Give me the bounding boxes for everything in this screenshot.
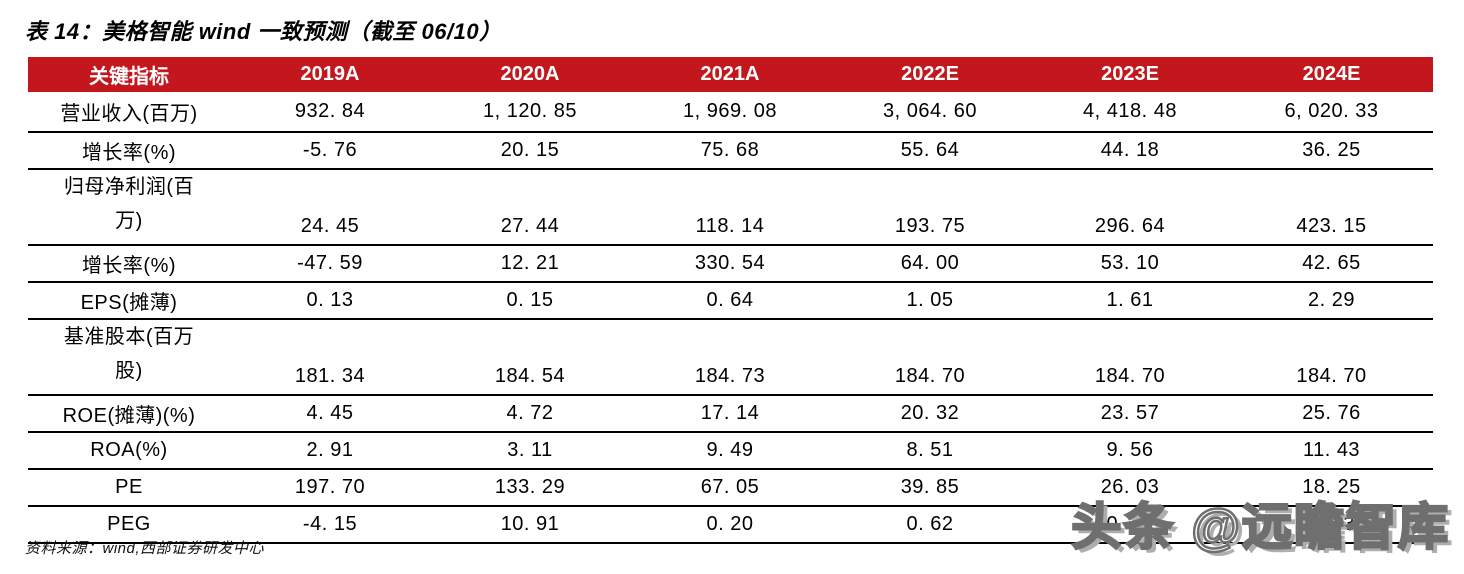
watermark-logo: 头条 @远瞻智库: [1070, 498, 1450, 557]
cell-value: 20. 32: [900, 402, 960, 424]
cell-value: 36. 25: [1302, 139, 1361, 161]
table-row-revenue: 营业收入(百万) 932. 84 1, 120. 85 1, 969. 08 3…: [28, 92, 1433, 132]
cell-value: 75. 68: [700, 139, 760, 161]
column-header-2021a: 2021A: [630, 57, 830, 92]
cell-value: -5. 76: [302, 139, 358, 161]
cell-value: 1. 05: [906, 289, 954, 311]
cell-value: 4, 418. 48: [1083, 100, 1177, 122]
cell-value: 11. 43: [1302, 439, 1361, 461]
cell-value: -4. 15: [302, 513, 358, 535]
row-label: 增长率(%): [81, 255, 177, 277]
cell-value: 0. 43: [1308, 513, 1355, 535]
cell-value: 181. 34: [294, 365, 366, 387]
row-label: 营业收入(百万): [60, 103, 198, 125]
cell-value: 0. 15: [506, 289, 554, 311]
cell-value: 184. 70: [1094, 365, 1166, 387]
table-row-pe: PE 197. 70 133. 29 67. 05 39. 85 26. 03 …: [28, 469, 1433, 506]
cell-value: 2. 29: [1308, 289, 1355, 311]
table-row-roa: ROA(%) 2. 91 3. 11 9. 49 8. 51 9. 56 11.…: [28, 432, 1433, 469]
cell-value: 42. 65: [1302, 252, 1361, 274]
row-label: EPS(摊薄): [80, 292, 178, 314]
cell-value: 64. 00: [900, 252, 960, 274]
column-header-metric: 关键指标: [28, 57, 230, 92]
table-row-net-profit: 归母净利润(百 万) 24. 45 27. 44 118. 14 193. 75…: [28, 169, 1433, 245]
cell-value: 27. 44: [500, 215, 560, 237]
cell-value: 4. 45: [306, 402, 354, 424]
cell-value: 0. 64: [706, 289, 754, 311]
cell-value: 18. 25: [1302, 476, 1361, 498]
cell-value: 3. 11: [507, 439, 553, 461]
cell-value: 1, 969. 08: [683, 100, 777, 122]
cell-value: 2. 91: [306, 439, 354, 461]
column-header-2022e: 2022E: [830, 57, 1030, 92]
cell-value: 6, 020. 33: [1284, 100, 1379, 122]
cell-value: 53. 10: [1100, 252, 1160, 274]
cell-value: 23. 57: [1100, 402, 1160, 424]
row-label: 归母净利润(百 万): [63, 176, 195, 232]
cell-value: 67. 05: [700, 476, 760, 498]
cell-value: 9. 56: [1106, 439, 1154, 461]
column-header-2024e: 2024E: [1230, 57, 1433, 92]
cell-value: 423. 15: [1296, 215, 1367, 237]
cell-value: 26. 03: [1100, 476, 1160, 498]
row-label: PEG: [107, 513, 151, 535]
cell-value: -47. 59: [297, 252, 363, 274]
table-row-roe: ROE(摊薄)(%) 4. 45 4. 72 17. 14 20. 32 23.…: [28, 395, 1433, 432]
cell-value: 0. 49: [1106, 513, 1154, 535]
cell-value: 12. 21: [500, 252, 560, 274]
table-title: 表 14：美格智能 wind 一致预测（截至 06/10）: [25, 19, 502, 44]
cell-value: 193. 75: [894, 215, 966, 237]
cell-value: 17. 14: [700, 402, 760, 424]
row-label: ROA(%): [90, 439, 168, 461]
cell-value: 932. 84: [294, 100, 366, 122]
cell-value: 0. 62: [906, 513, 954, 535]
cell-value: 44. 18: [1100, 139, 1160, 161]
row-label: PE: [115, 476, 143, 498]
cell-value: 25. 76: [1302, 402, 1361, 424]
cell-value: 55. 64: [900, 139, 960, 161]
column-header-2019a: 2019A: [230, 57, 430, 92]
cell-value: 184. 70: [1296, 365, 1367, 387]
cell-value: 3, 064. 60: [883, 100, 977, 122]
source-note: 资料来源：wind,西部证券研发中心: [25, 540, 265, 557]
cell-value: 197. 70: [294, 476, 366, 498]
row-label: ROE(摊薄)(%): [62, 405, 196, 427]
cell-value: 1, 120. 85: [483, 100, 577, 122]
table-row-peg: PEG -4. 15 10. 91 0. 20 0. 62 0. 49 0. 4…: [28, 506, 1433, 543]
cell-value: 1. 61: [1106, 289, 1154, 311]
cell-value: 133. 29: [494, 476, 566, 498]
cell-value: 330. 54: [694, 252, 766, 274]
cell-value: 9. 49: [706, 439, 754, 461]
cell-value: 4. 72: [506, 402, 554, 424]
cell-value: 20. 15: [500, 139, 560, 161]
table-row-eps: EPS(摊薄) 0. 13 0. 15 0. 64 1. 05 1. 61 2.…: [28, 282, 1433, 319]
cell-value: 184. 54: [494, 365, 566, 387]
header-row: 关键指标 2019A 2020A 2021A 2022E 2023E 2024E: [28, 57, 1433, 92]
cell-value: 10. 91: [500, 513, 560, 535]
row-label: 基准股本(百万 股): [63, 326, 195, 382]
cell-value: 24. 45: [300, 215, 360, 237]
table-row-share-base: 基准股本(百万 股) 181. 34 184. 54 184. 73 184. …: [28, 319, 1433, 395]
forecast-table: 关键指标 2019A 2020A 2021A 2022E 2023E 2024E…: [28, 57, 1433, 544]
table-row-revenue-growth: 增长率(%) -5. 76 20. 15 75. 68 55. 64 44. 1…: [28, 132, 1433, 169]
cell-value: 0. 20: [706, 513, 754, 535]
cell-value: 118. 14: [695, 215, 765, 237]
column-header-2020a: 2020A: [430, 57, 630, 92]
cell-value: 0. 13: [306, 289, 354, 311]
cell-value: 8. 51: [906, 439, 954, 461]
cell-value: 184. 70: [894, 365, 966, 387]
row-label: 增长率(%): [81, 142, 177, 164]
cell-value: 184. 73: [694, 365, 766, 387]
cell-value: 296. 64: [1094, 215, 1166, 237]
cell-value: 39. 85: [900, 476, 960, 498]
column-header-2023e: 2023E: [1030, 57, 1230, 92]
table-row-profit-growth: 增长率(%) -47. 59 12. 21 330. 54 64. 00 53.…: [28, 245, 1433, 282]
